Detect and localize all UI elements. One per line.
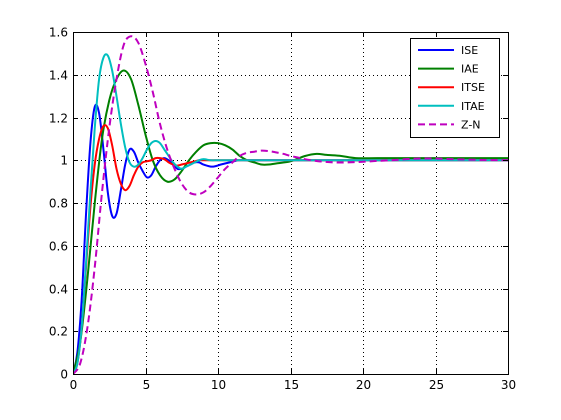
y-tick-label: 1.4 bbox=[49, 69, 68, 83]
x-tick-label: 10 bbox=[211, 378, 226, 392]
legend-label-iae: IAE bbox=[461, 63, 479, 76]
y-tick-label: 1.2 bbox=[49, 112, 68, 126]
legend-label-ise: ISE bbox=[461, 44, 478, 57]
x-tick-label: 15 bbox=[284, 378, 299, 392]
series-lines bbox=[73, 35, 508, 374]
axis-ticks: 0 5 10 15 20 25 30 0 0.2 0.4 0.6 0.8 1 1.2 1.4 1.6 bbox=[49, 26, 516, 393]
legend: ISE IAE ITSE ITAE Z-N bbox=[410, 38, 500, 138]
x-tick-label: 20 bbox=[356, 378, 371, 392]
x-tick-label: 0 bbox=[70, 378, 78, 392]
y-tick-label: 1.6 bbox=[49, 26, 68, 40]
y-tick-label: 0.2 bbox=[49, 325, 68, 339]
grid bbox=[73, 32, 508, 374]
legend-label-itse: ITSE bbox=[461, 81, 485, 94]
y-tick-label: 0.4 bbox=[49, 283, 68, 297]
x-tick-label: 25 bbox=[429, 378, 444, 392]
y-tick-label: 0 bbox=[60, 368, 68, 382]
y-tick-label: 0.6 bbox=[49, 240, 68, 254]
y-tick-label: 1 bbox=[60, 154, 68, 168]
series-line-itae bbox=[73, 53, 508, 374]
y-tick-label: 0.8 bbox=[49, 197, 68, 211]
legend-label-z-n: Z-N bbox=[461, 118, 481, 131]
series-line-z-n bbox=[73, 35, 508, 374]
legend-label-itae: ITAE bbox=[461, 100, 485, 113]
x-tick-label: 30 bbox=[501, 378, 516, 392]
x-tick-label: 5 bbox=[143, 378, 151, 392]
